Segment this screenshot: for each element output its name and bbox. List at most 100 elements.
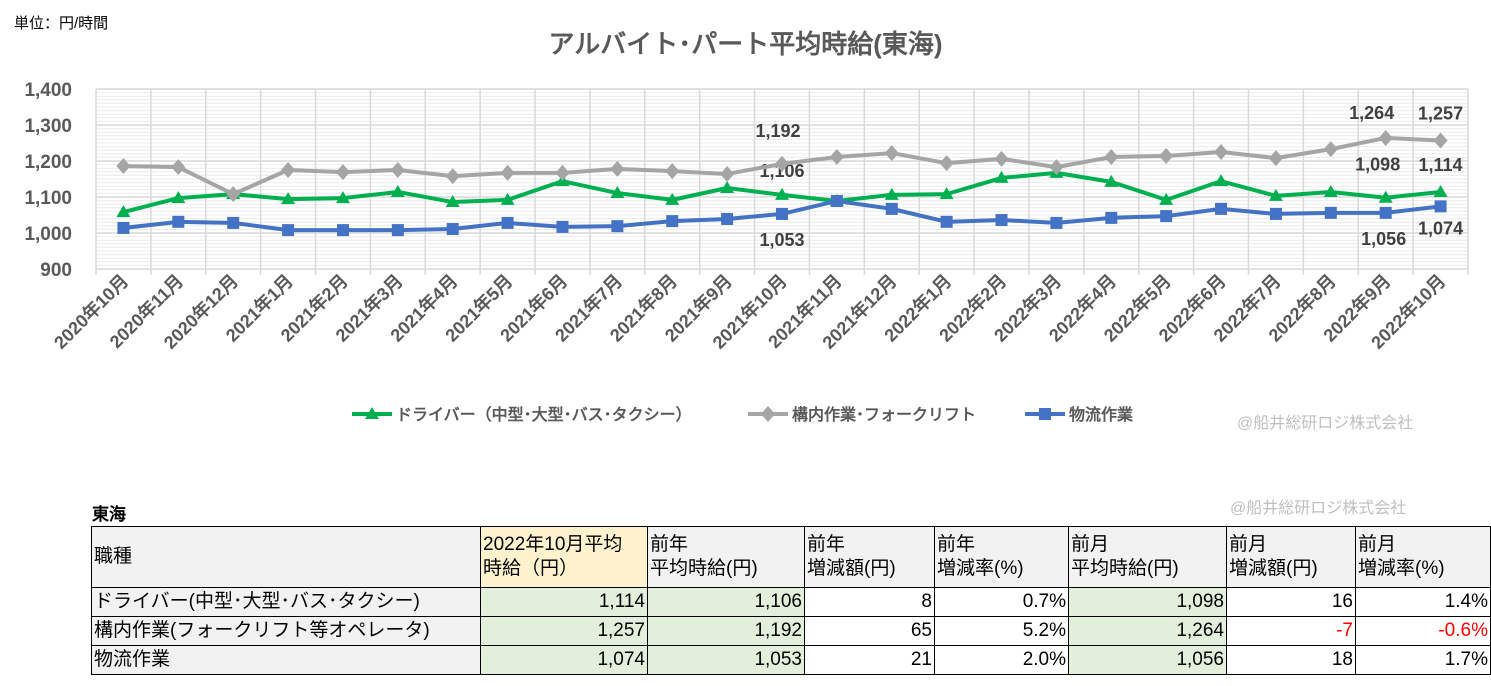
diamond-marker: [1159, 147, 1174, 164]
square-marker: [556, 220, 569, 233]
value-cell: -7: [1226, 616, 1356, 646]
diamond-marker: [761, 406, 775, 422]
square-marker: [391, 224, 404, 237]
diamond-marker: [226, 186, 241, 203]
triangle-marker: [116, 205, 131, 218]
diamond-marker: [1323, 141, 1338, 158]
diamond-marker: [829, 149, 844, 166]
square-marker: [721, 212, 734, 225]
data-label: 1,053: [759, 230, 804, 250]
triangle-marker: [665, 192, 680, 205]
column-header: 2022年10月平均 時給（円）: [480, 526, 648, 588]
square-marker: [776, 207, 788, 220]
triangle-marker: [500, 192, 515, 205]
square-marker: [995, 214, 1008, 227]
value-cell: 1,106: [647, 587, 805, 617]
triangle-marker: [1159, 192, 1174, 205]
value-cell: -0.6%: [1355, 616, 1491, 646]
value-cell: 18: [1226, 645, 1356, 675]
value-cell: 5.2%: [934, 616, 1069, 646]
y-tick-label: 1,400: [24, 80, 72, 101]
table-header-row: 職種 2022年10月平均 時給（円） 前年 平均時給(円) 前年 増減額(円) 前年 増減率(…: [91, 526, 1491, 588]
square-marker: [1050, 216, 1063, 229]
triangle-marker: [884, 187, 899, 200]
diamond-marker: [1378, 129, 1393, 146]
diamond-marker: [555, 164, 570, 181]
square-marker: [611, 220, 624, 233]
diamond-marker: [335, 164, 350, 181]
value-cell: 1,257: [480, 616, 648, 646]
triangle-marker: [365, 407, 379, 419]
triangle-marker: [1214, 174, 1229, 187]
value-cell: 16: [1226, 587, 1356, 617]
column-header: 前月 増減額(円): [1226, 526, 1356, 588]
value-cell: 8: [804, 587, 935, 617]
triangle-marker: [1323, 184, 1338, 197]
job-type-cell: 構内作業(フォークリフト等オペレータ): [91, 616, 481, 646]
table-row: 物流作業 1,074 1,053 21 2.0% 1,056 18 1.7%: [91, 645, 1491, 675]
y-tick-label: 1,100: [24, 188, 72, 209]
y-tick-label: 1,200: [24, 152, 72, 173]
diamond-marker: [1433, 132, 1448, 149]
value-cell: 1.7%: [1355, 645, 1491, 675]
diamond-marker: [994, 150, 1009, 167]
square-marker: [501, 216, 514, 229]
value-cell: 1,264: [1068, 616, 1227, 646]
square-marker: [282, 224, 295, 237]
job-type-cell: 物流作業: [91, 645, 481, 675]
triangle-marker: [1378, 190, 1393, 203]
column-header: 前年 増減率(%): [934, 526, 1069, 588]
square-marker: [172, 215, 185, 228]
square-marker: [1434, 200, 1447, 213]
square-marker: [1105, 211, 1118, 224]
data-label: 1,264: [1349, 103, 1394, 123]
triangle-marker: [335, 191, 350, 204]
square-marker: [885, 202, 898, 215]
triangle-marker: [171, 191, 186, 204]
diamond-marker: [171, 159, 186, 176]
diamond-marker: [775, 155, 789, 172]
legend-label: 物流作業: [1069, 405, 1134, 424]
diamond-marker: [610, 160, 625, 177]
value-cell: 1,074: [480, 645, 648, 675]
table-row: 構内作業(フォークリフト等オペレータ) 1,257 1,192 65 5.2% 1,264…: [91, 616, 1491, 646]
column-header: 前年 増減額(円): [804, 526, 935, 588]
diamond-marker: [939, 155, 954, 172]
value-cell: 0.7%: [934, 587, 1069, 617]
square-marker: [1269, 207, 1282, 220]
credit-chart: @船井総研ロジ株式会社: [1237, 415, 1414, 432]
y-tick-label: 1,300: [24, 116, 72, 137]
triangle-marker: [1268, 188, 1283, 201]
column-header: 前月 平均時給(円): [1068, 526, 1227, 588]
value-cell: 1.4%: [1355, 587, 1491, 617]
credit-table: @船井総研ロジ株式会社: [1230, 500, 1407, 517]
diamond-marker: [1049, 159, 1064, 176]
triangle-marker: [1104, 174, 1119, 187]
triangle-marker: [720, 181, 735, 193]
diamond-marker: [500, 164, 515, 181]
square-marker: [1215, 202, 1228, 215]
unit-label: 単位：円/時間: [14, 15, 109, 32]
diamond-marker: [1268, 150, 1283, 167]
value-cell: 1,192: [647, 616, 805, 646]
y-tick-label: 900: [40, 260, 72, 281]
square-marker: [1039, 408, 1051, 420]
diamond-marker: [884, 145, 899, 162]
legend-label: 構内作業･フォークリフト: [792, 405, 976, 424]
diamond-marker: [445, 168, 460, 185]
wage-table: 職種 2022年10月平均 時給（円） 前年 平均時給(円) 前年 増減額(円) 前年 増減率(…: [91, 526, 1491, 675]
legend-label: ドライバー（中型･大型･バス･タクシー）: [396, 405, 692, 424]
diamond-marker: [665, 163, 680, 180]
diamond-marker: [281, 162, 296, 178]
diamond-marker: [116, 158, 131, 175]
square-marker: [1379, 206, 1392, 219]
data-label: 1,257: [1418, 103, 1463, 123]
square-marker: [940, 215, 953, 228]
value-cell: 65: [804, 616, 935, 646]
data-label: 1,192: [755, 121, 800, 141]
job-type-cell: ドライバー(中型･大型･バス･タクシー): [91, 587, 481, 617]
square-marker: [1160, 210, 1173, 223]
triangle-marker: [1433, 184, 1448, 197]
triangle-marker: [610, 186, 625, 199]
